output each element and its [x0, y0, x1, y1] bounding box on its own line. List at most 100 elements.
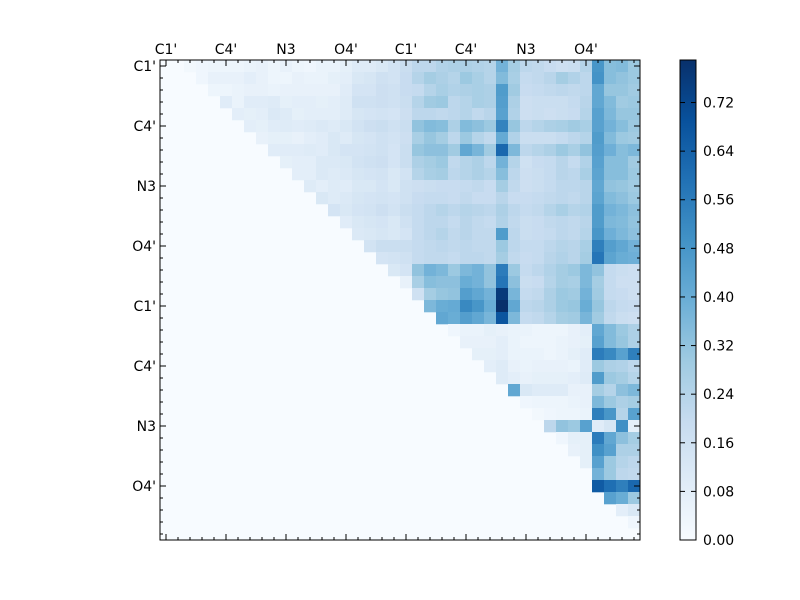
heatmap-cell [316, 132, 329, 145]
heatmap-cell [424, 84, 437, 97]
heatmap-cell [448, 240, 461, 253]
heatmap-cell [580, 228, 593, 241]
heatmap-cell [532, 408, 545, 421]
heatmap-cell [592, 408, 605, 421]
heatmap-cell [604, 132, 617, 145]
heatmap-cell [484, 168, 497, 181]
heatmap-cell [544, 348, 557, 361]
heatmap-cell [472, 216, 485, 229]
heatmap-cell [532, 204, 545, 217]
heatmap-cell [340, 60, 353, 73]
heatmap-cell [484, 324, 497, 337]
heatmap-cell [616, 108, 629, 121]
heatmap-cell [304, 84, 317, 97]
heatmap-cell [376, 204, 389, 217]
heatmap-cell [496, 120, 509, 133]
heatmap-cell [232, 72, 245, 85]
heatmap-cell [460, 156, 473, 169]
heatmap-cell [400, 204, 413, 217]
heatmap-cell [520, 168, 533, 181]
heatmap-cell [616, 360, 629, 373]
colorbar-tick-label: 0.40 [703, 290, 734, 306]
heatmap-cell [292, 72, 305, 85]
heatmap-cell [616, 288, 629, 301]
heatmap-cell [544, 96, 557, 109]
heatmap-cell [616, 168, 629, 181]
heatmap-cell [316, 144, 329, 157]
heatmap-cell [616, 216, 629, 229]
heatmap-cell [268, 60, 281, 73]
heatmap-cell [472, 204, 485, 217]
heatmap-cell [544, 228, 557, 241]
heatmap-cell [436, 60, 449, 73]
heatmap-cell [376, 144, 389, 157]
heatmap-cell [460, 132, 473, 145]
heatmap-cell [532, 288, 545, 301]
heatmap-cell [544, 72, 557, 85]
heatmap-cell [424, 192, 437, 205]
heatmap-cell [496, 72, 509, 85]
heatmap-cell [544, 84, 557, 97]
heatmap-cell [388, 180, 401, 193]
heatmap-cell [556, 84, 569, 97]
heatmap-cell [244, 108, 257, 121]
heatmap-cell [508, 108, 521, 121]
heatmap-cell [544, 108, 557, 121]
heatmap-cell [388, 228, 401, 241]
heatmap-cell [616, 156, 629, 169]
heatmap-cell [604, 300, 617, 313]
heatmap-cell [400, 144, 413, 157]
heatmap-cell [592, 144, 605, 157]
heatmap-cell [532, 336, 545, 349]
heatmap-cell [616, 420, 629, 433]
heatmap-cell [412, 144, 425, 157]
heatmap-cell [496, 156, 509, 169]
heatmap-cell [568, 348, 581, 361]
heatmap-cell [568, 96, 581, 109]
heatmap-cell [388, 132, 401, 145]
heatmap-cell [484, 204, 497, 217]
heatmap-cell [484, 156, 497, 169]
heatmap-cell [544, 156, 557, 169]
heatmap-cell [496, 96, 509, 109]
heatmap-cell [220, 84, 233, 97]
heatmap-cell [196, 60, 209, 73]
heatmap-cell [244, 72, 257, 85]
heatmap-cell [472, 312, 485, 325]
heatmap-cell [304, 144, 317, 157]
heatmap-cell [568, 408, 581, 421]
heatmap-cell [556, 324, 569, 337]
heatmap-cell [256, 72, 269, 85]
heatmap-cell [628, 468, 641, 481]
heatmap-cell [412, 168, 425, 181]
heatmap-cell [256, 60, 269, 73]
heatmap-cell [532, 228, 545, 241]
heatmap-cell [616, 504, 629, 517]
y-tick-label: O4' [132, 479, 156, 495]
heatmap-cell [472, 168, 485, 181]
heatmap-cell [424, 204, 437, 217]
y-tick-label: O4' [132, 239, 156, 255]
heatmap-cell [604, 468, 617, 481]
heatmap-cell [292, 144, 305, 157]
heatmap-cell [484, 192, 497, 205]
heatmap-cell [484, 348, 497, 361]
heatmap-cell [580, 192, 593, 205]
x-tick-label: C1' [395, 42, 418, 58]
heatmap-cell [544, 192, 557, 205]
heatmap-cell [580, 336, 593, 349]
heatmap-cell [496, 144, 509, 157]
heatmap-cell [400, 240, 413, 253]
heatmap-cell [424, 120, 437, 133]
heatmap-cell [256, 120, 269, 133]
heatmap-cell [268, 108, 281, 121]
heatmap-cell [592, 108, 605, 121]
heatmap-cell [400, 156, 413, 169]
heatmap-cell [628, 72, 641, 85]
heatmap-cell [532, 96, 545, 109]
heatmap-cell [628, 504, 641, 517]
y-tick-label: N3 [137, 179, 156, 195]
heatmap-cell [268, 132, 281, 145]
heatmap-cell [364, 216, 377, 229]
heatmap-cell [400, 60, 413, 73]
